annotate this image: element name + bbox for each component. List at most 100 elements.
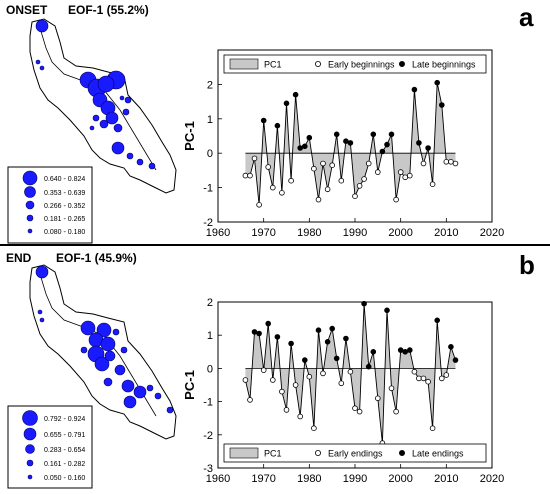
late-point xyxy=(438,102,445,108)
early-point xyxy=(352,193,358,200)
early-point xyxy=(443,372,450,378)
late-point xyxy=(434,317,441,324)
late-point xyxy=(370,348,377,355)
early-point xyxy=(356,183,363,189)
legend: PC1 Early endings Late endings xyxy=(223,443,487,463)
late-point xyxy=(251,329,258,335)
late-point xyxy=(315,327,322,334)
pc1-plot-b: 1960 1970 1980 1990 2000 2010 2020 -3 -2 -1 0 1 2 PC-… xyxy=(182,297,504,485)
late-point xyxy=(288,340,294,347)
y-axis-label: PC-1 xyxy=(182,370,197,400)
late-point xyxy=(347,140,354,146)
eof-label-a: EOF-1 (55.2%) xyxy=(68,3,149,17)
late-point xyxy=(301,357,308,363)
late-point xyxy=(274,122,281,129)
early-point xyxy=(452,160,459,167)
map-scale-b: 0.792 - 0.924 0.655 - 0.791 0.283 - 0.65… xyxy=(22,410,85,482)
scale-label: 0.181 - 0.265 xyxy=(44,216,85,223)
x-tick-label: 2020 xyxy=(480,227,504,239)
late-point xyxy=(379,148,386,155)
late-point xyxy=(283,100,290,107)
early-point xyxy=(315,196,322,203)
legend-open-marker xyxy=(314,61,321,68)
early-point xyxy=(269,377,276,383)
early-point xyxy=(311,425,317,432)
early-point xyxy=(242,377,249,383)
late-point xyxy=(297,145,304,151)
early-point xyxy=(292,382,299,388)
x-tick-label: 2000 xyxy=(388,473,412,485)
early-point xyxy=(347,368,354,375)
late-point xyxy=(365,363,372,370)
early-point xyxy=(425,378,431,385)
late-point xyxy=(397,347,404,353)
station-markers-b xyxy=(35,265,174,414)
map-panel-b: END EOF-1 (45.9%) 0.792 - 0.924 0.655 - … xyxy=(6,251,177,489)
station-markers-a xyxy=(35,19,156,170)
early-point xyxy=(411,368,418,375)
scale-label: 0.792 - 0.924 xyxy=(44,416,85,423)
late-point xyxy=(343,335,349,342)
scale-label: 0.283 - 0.654 xyxy=(44,447,85,454)
x-tick-label: 1990 xyxy=(343,227,367,239)
legend-area-swatch xyxy=(229,447,259,459)
early-point xyxy=(402,174,409,181)
early-point xyxy=(247,172,253,179)
late-point xyxy=(343,138,349,145)
y-tick-label: -2 xyxy=(203,217,213,229)
early-point xyxy=(279,190,285,196)
late-point xyxy=(448,343,454,350)
late-point xyxy=(260,117,267,124)
x-tick-label: 2000 xyxy=(388,227,412,239)
early-point xyxy=(429,181,436,188)
y-tick-label: 2 xyxy=(207,297,213,309)
x-tick-label: 2020 xyxy=(480,473,504,485)
scale-label: 0.266 - 0.352 xyxy=(44,203,85,210)
scale-label: 0.050 - 0.160 xyxy=(44,475,85,482)
early-point xyxy=(393,408,399,415)
late-point xyxy=(265,320,272,327)
early-point xyxy=(352,405,358,412)
legend-filled-label: Late endings xyxy=(412,449,464,459)
late-point xyxy=(384,141,390,148)
x-tick-label: 1970 xyxy=(251,227,275,239)
early-point xyxy=(311,165,317,172)
early-point xyxy=(279,388,285,395)
early-point xyxy=(388,385,395,392)
legend-filled-marker xyxy=(398,61,405,68)
late-point xyxy=(406,347,413,353)
x-tick-label: 1960 xyxy=(206,473,230,485)
late-point xyxy=(361,300,367,307)
early-point xyxy=(397,169,404,175)
late-point xyxy=(333,131,340,138)
map-panel-a: ONSET EOF-1 (55.2%) 0.640 - 0.824 0.353 … xyxy=(6,3,177,244)
early-point xyxy=(306,373,313,380)
late-point xyxy=(301,143,308,150)
early-point xyxy=(438,375,445,382)
early-point xyxy=(356,408,363,415)
y-tick-label: 1 xyxy=(207,114,213,126)
late-point xyxy=(370,131,377,138)
early-point xyxy=(283,407,290,413)
scale-label: 0.640 - 0.824 xyxy=(44,176,85,183)
early-point xyxy=(329,162,336,169)
y-tick-label: -1 xyxy=(203,397,213,409)
early-point xyxy=(443,159,450,165)
legend-filled-marker xyxy=(398,449,405,456)
legend-filled-label: Late beginnings xyxy=(412,60,476,70)
late-point xyxy=(416,140,422,146)
late-point xyxy=(274,334,281,340)
legend-open-marker xyxy=(314,449,321,456)
late-point xyxy=(434,79,441,86)
late-point xyxy=(384,307,390,314)
scale-label: 0.655 - 0.791 xyxy=(44,432,85,439)
legend-open-label: Early endings xyxy=(328,449,383,459)
y-tick-label: 0 xyxy=(207,148,213,160)
early-point xyxy=(251,155,258,162)
late-point xyxy=(388,131,395,138)
late-point xyxy=(329,325,336,332)
panel-letter-b: b xyxy=(519,250,535,280)
late-point xyxy=(411,86,418,93)
y-tick-label: -2 xyxy=(203,430,213,442)
river-b xyxy=(39,273,157,417)
